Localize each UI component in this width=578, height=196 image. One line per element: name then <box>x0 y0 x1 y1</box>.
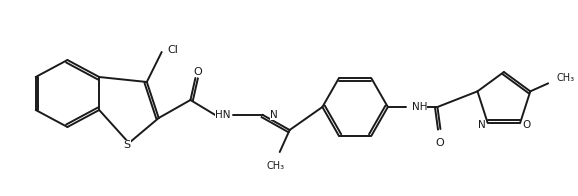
Text: N: N <box>478 120 486 130</box>
Text: S: S <box>124 140 131 150</box>
Text: Cl: Cl <box>168 45 179 55</box>
Text: O: O <box>522 120 531 130</box>
Text: CH₃: CH₃ <box>266 161 285 171</box>
Text: CH₃: CH₃ <box>556 73 574 83</box>
Text: O: O <box>193 67 202 77</box>
Text: N: N <box>270 110 277 120</box>
Text: O: O <box>435 138 444 148</box>
Text: HN: HN <box>216 110 231 120</box>
Text: NH: NH <box>412 102 427 112</box>
